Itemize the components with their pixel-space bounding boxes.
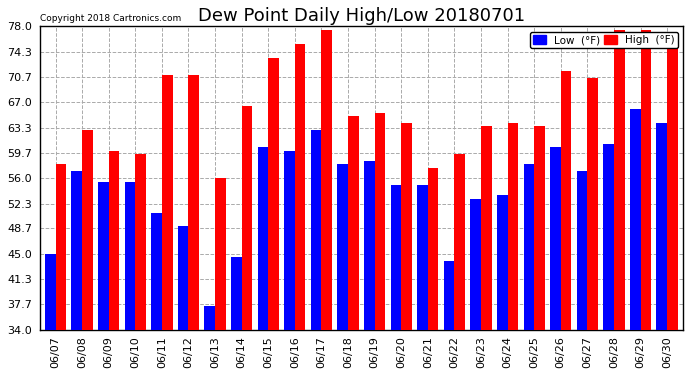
Bar: [391, 185, 401, 330]
Bar: [348, 116, 359, 330]
Bar: [401, 123, 412, 330]
Bar: [364, 161, 375, 330]
Bar: [534, 126, 545, 330]
Bar: [375, 112, 385, 330]
Bar: [162, 75, 172, 330]
Bar: [587, 78, 598, 330]
Bar: [231, 257, 241, 330]
Bar: [417, 185, 428, 330]
Bar: [577, 171, 587, 330]
Bar: [444, 261, 455, 330]
Bar: [72, 171, 82, 330]
Bar: [215, 178, 226, 330]
Bar: [241, 106, 253, 330]
Bar: [257, 147, 268, 330]
Bar: [45, 254, 55, 330]
Bar: [667, 40, 678, 330]
Bar: [98, 182, 109, 330]
Bar: [151, 213, 162, 330]
Bar: [82, 130, 92, 330]
Bar: [135, 154, 146, 330]
Bar: [603, 144, 614, 330]
Title: Dew Point Daily High/Low 20180701: Dew Point Daily High/Low 20180701: [198, 7, 525, 25]
Bar: [640, 30, 651, 330]
Bar: [550, 147, 561, 330]
Bar: [656, 123, 667, 330]
Bar: [284, 151, 295, 330]
Bar: [125, 182, 135, 330]
Bar: [337, 164, 348, 330]
Bar: [322, 30, 332, 330]
Bar: [310, 130, 322, 330]
Bar: [524, 164, 534, 330]
Bar: [471, 199, 481, 330]
Bar: [268, 57, 279, 330]
Text: Copyright 2018 Cartronics.com: Copyright 2018 Cartronics.com: [39, 15, 181, 24]
Bar: [630, 109, 640, 330]
Bar: [178, 226, 188, 330]
Bar: [497, 195, 508, 330]
Bar: [508, 123, 518, 330]
Bar: [455, 154, 465, 330]
Bar: [481, 126, 491, 330]
Legend: Low  (°F), High  (°F): Low (°F), High (°F): [530, 32, 678, 48]
Bar: [295, 44, 306, 330]
Bar: [109, 151, 119, 330]
Bar: [204, 306, 215, 330]
Bar: [428, 168, 438, 330]
Bar: [55, 164, 66, 330]
Bar: [188, 75, 199, 330]
Bar: [561, 71, 571, 330]
Bar: [614, 30, 624, 330]
